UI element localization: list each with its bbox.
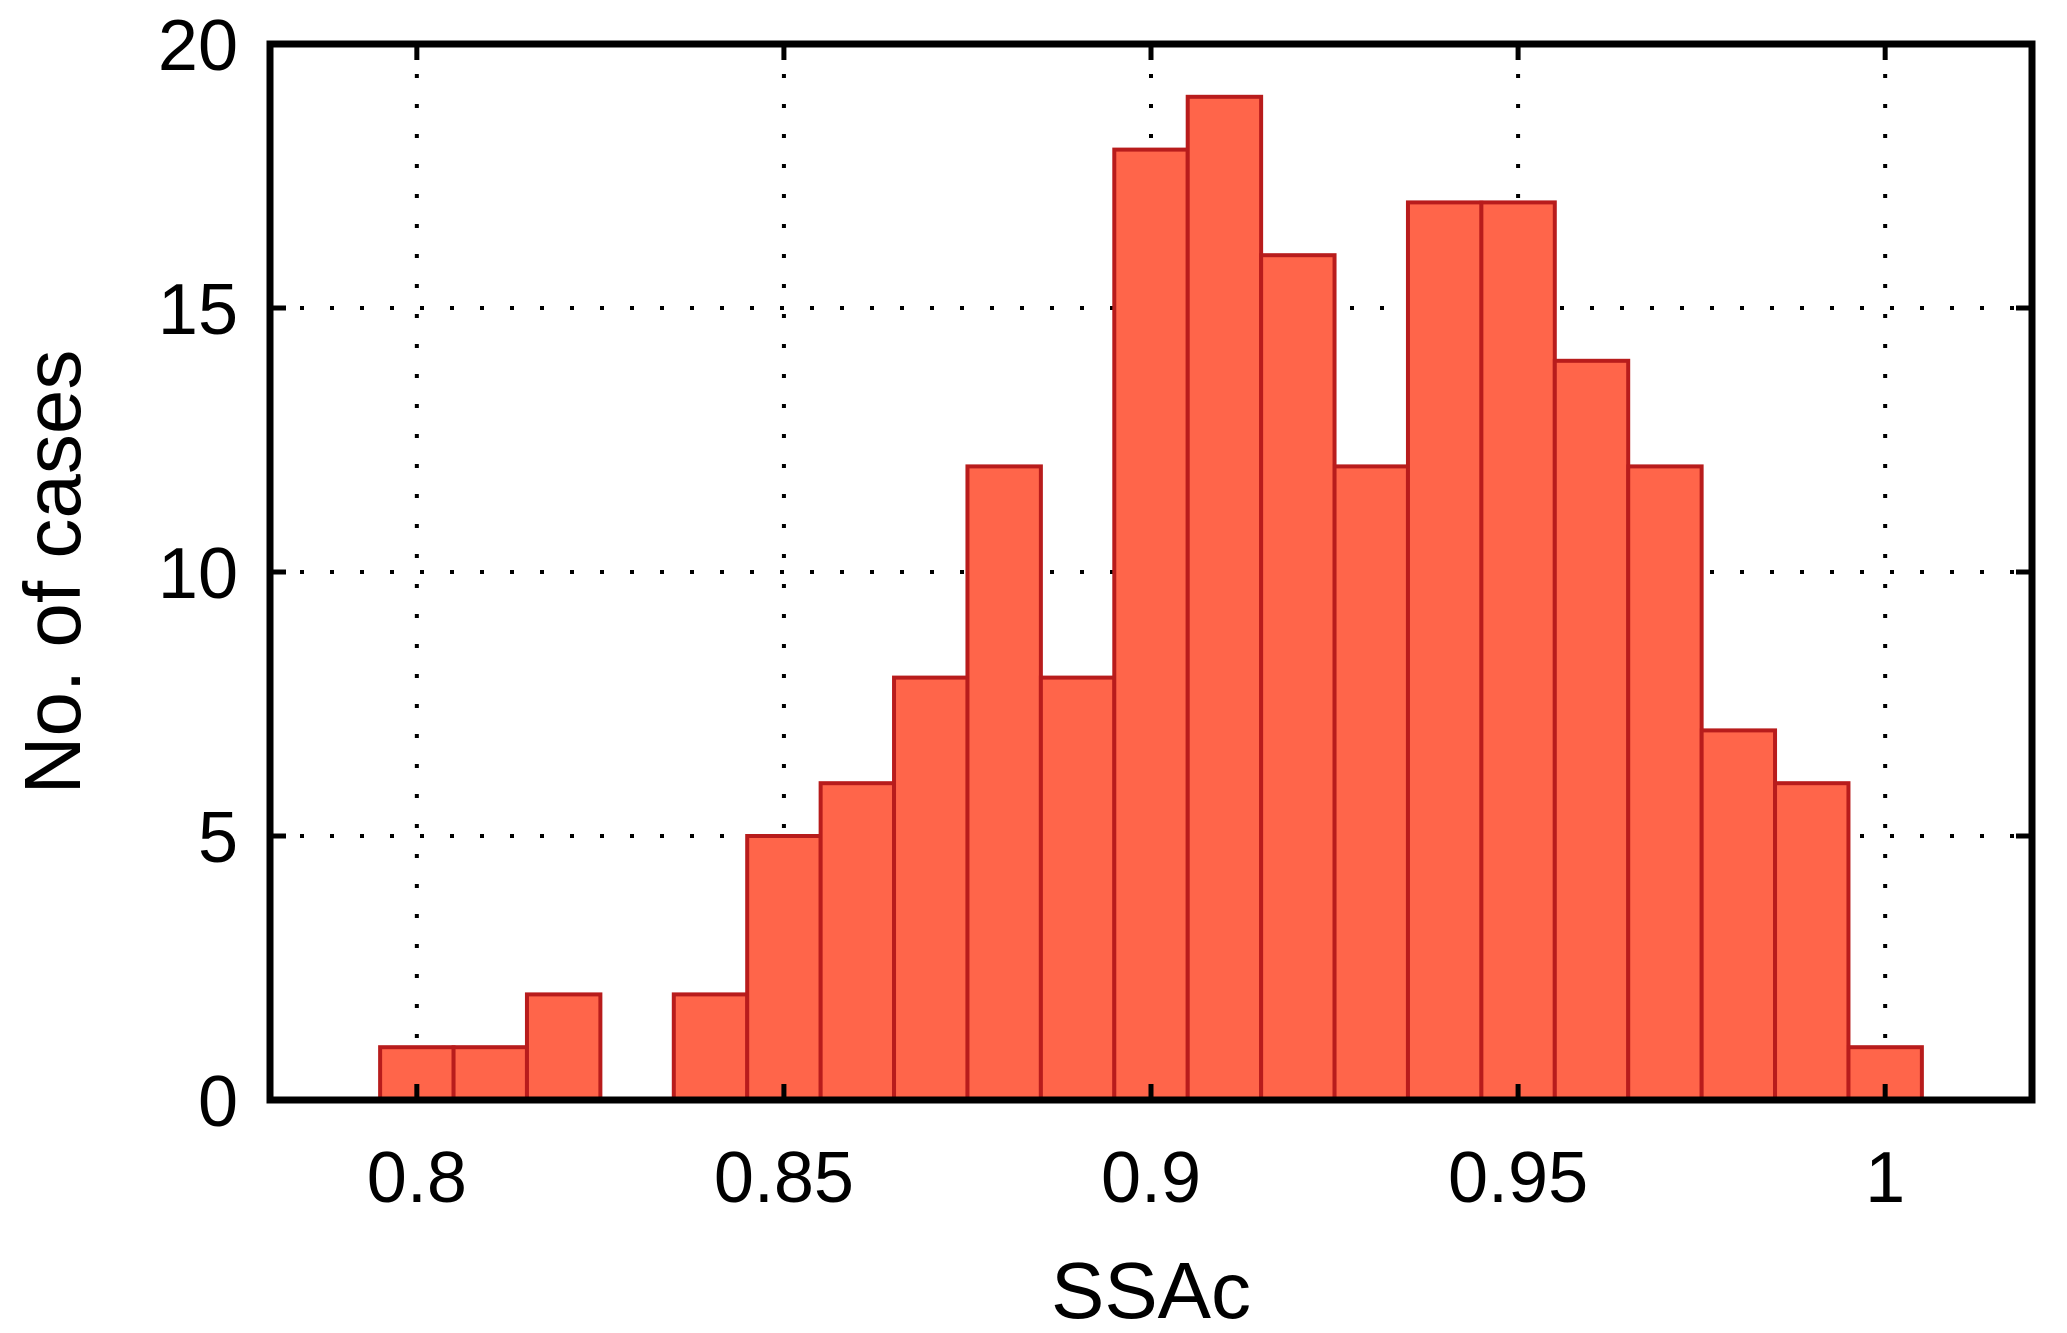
y-tick-label: 15 — [158, 270, 238, 350]
histogram-bar — [965, 464, 1043, 1102]
x-tick-label: 0.85 — [714, 1138, 854, 1218]
x-tick-label: 0.8 — [367, 1138, 467, 1218]
x-tick-label: 1 — [1865, 1138, 1905, 1218]
histogram-bar — [1112, 147, 1190, 1103]
histogram-bar — [524, 992, 603, 1103]
y-tick-labels: 0 5 10 15 20 — [158, 6, 238, 1142]
axis-ticks — [270, 41, 2032, 1103]
histogram-bar — [1405, 200, 1484, 1102]
x-axis-label: SSAc — [1051, 1246, 1251, 1333]
histogram-bar — [1259, 253, 1337, 1102]
histogram-bars — [378, 94, 1924, 1103]
x-tick-labels: 0.8 0.85 0.9 0.95 1 — [367, 1138, 1905, 1218]
histogram-bar — [1699, 728, 1778, 1103]
y-axis-label: No. of cases — [8, 350, 97, 795]
x-tick-label: 0.9 — [1101, 1138, 1201, 1218]
histogram-bar — [818, 781, 897, 1102]
histogram-bar — [1479, 200, 1557, 1102]
histogram-bar — [892, 675, 970, 1102]
x-tick-label: 0.95 — [1448, 1138, 1588, 1218]
histogram-bar — [1626, 464, 1704, 1102]
y-tick-label: 20 — [158, 6, 238, 86]
y-tick-label: 0 — [198, 1062, 238, 1142]
histogram-bar — [1552, 358, 1631, 1102]
histogram-bar — [1773, 781, 1851, 1102]
histogram-bar — [745, 834, 823, 1102]
histogram-bar — [1332, 464, 1410, 1102]
histogram-bar — [1038, 675, 1117, 1102]
histogram-bar — [451, 1045, 529, 1102]
y-tick-label: 5 — [198, 798, 238, 878]
histogram-bar — [1185, 94, 1264, 1103]
y-tick-label: 10 — [158, 534, 238, 614]
histogram-bar — [671, 992, 750, 1103]
